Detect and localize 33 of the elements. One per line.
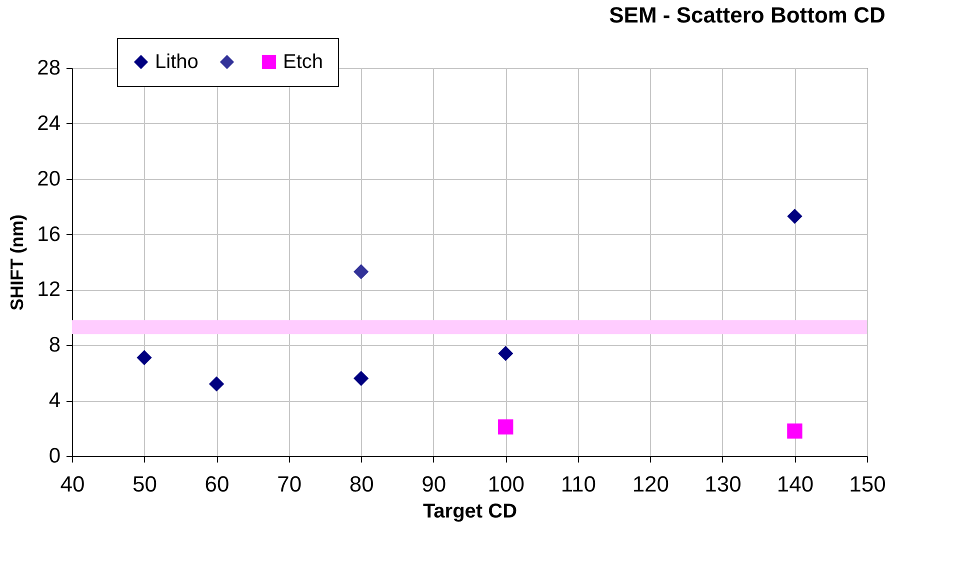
x-tick-label: 70 bbox=[277, 472, 302, 496]
x-tick-label: 80 bbox=[349, 472, 374, 496]
x-tick-label: 130 bbox=[704, 472, 742, 496]
x-axis-title: Target CD bbox=[422, 500, 518, 522]
x-tick-label: 50 bbox=[132, 472, 158, 496]
x-tick-label: 120 bbox=[632, 472, 670, 496]
y-tick-label: 8 bbox=[48, 334, 60, 357]
legend-label: Litho bbox=[155, 51, 198, 73]
point bbox=[498, 419, 514, 434]
point bbox=[498, 346, 514, 362]
point bbox=[136, 350, 152, 366]
y-tick-label: 12 bbox=[37, 278, 60, 302]
y-tick-label: 4 bbox=[48, 389, 61, 412]
point bbox=[208, 376, 224, 392]
point bbox=[354, 370, 369, 386]
y-axis-title: SHIFT (nm) bbox=[7, 214, 28, 310]
point bbox=[787, 208, 802, 224]
point bbox=[787, 423, 802, 439]
x-tick-label: 150 bbox=[849, 472, 886, 496]
chart-title: SEM - Scattero Bottom CD bbox=[609, 2, 886, 28]
y-tick-label: 0 bbox=[48, 444, 60, 468]
y-tick-label: 16 bbox=[37, 222, 60, 246]
x-tick-label: 140 bbox=[776, 472, 814, 496]
y-tick-label: 24 bbox=[37, 112, 61, 135]
x-tick-label: 90 bbox=[422, 472, 446, 496]
y-tick-label: 20 bbox=[37, 167, 60, 190]
x-tick-label: 110 bbox=[560, 472, 596, 496]
x-tick-label: 40 bbox=[60, 472, 85, 496]
x-tick-label: 60 bbox=[204, 472, 230, 496]
x-tick-label: 100 bbox=[488, 472, 524, 496]
point bbox=[354, 264, 369, 280]
y-tick-label: 28 bbox=[37, 56, 60, 80]
legend-label: Etch bbox=[283, 51, 324, 73]
